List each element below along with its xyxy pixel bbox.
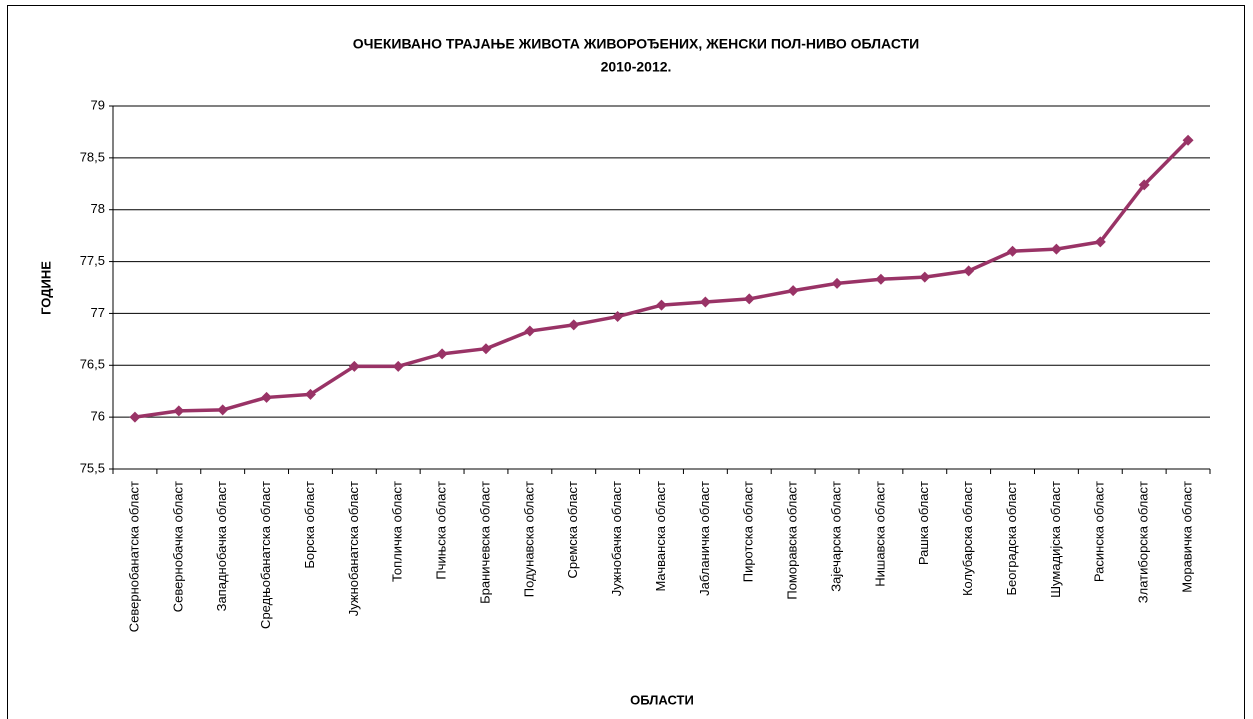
x-tick-label: Сремска област [565,481,580,579]
x-tick-label: Западнобачка област [214,481,229,611]
data-point [1007,245,1019,257]
chart-title: ОЧЕКИВАНО ТРАЈАЊЕ ЖИВОТА ЖИВОРОЂЕНИХ, ЖЕ… [353,36,919,52]
x-axis-title: ОБЛАСТИ [630,692,694,707]
data-point [129,411,141,423]
data-point [348,360,360,372]
x-tick-label: Рашка област [916,481,931,565]
data-point [656,299,667,311]
data-point [568,319,580,331]
data-point [1182,134,1194,146]
data-point [831,277,843,289]
y-tick-label: 77 [91,305,105,320]
data-point [1094,236,1106,248]
data-point [1050,243,1062,255]
data-point [173,405,185,417]
x-tick-label: Колубарска област [960,481,975,596]
data-point [875,273,887,285]
x-tick-label: Пчињска област [434,481,449,580]
y-tick-label: 75,5 [80,460,105,475]
x-tick-label: Севернобанатска област [126,481,141,632]
data-point [699,296,711,308]
x-tick-label: Борска област [302,481,317,569]
x-tick-label: Подунавска област [521,481,536,597]
y-tick-label: 76 [91,409,105,424]
data-point [304,388,316,400]
x-tick-label: Браничевска област [477,481,492,604]
y-tick-label: 78 [91,201,105,216]
chart-border [7,5,1245,719]
y-axis-title: ГОДИНЕ [38,261,53,315]
x-tick-label: Моравичка област [1179,481,1194,593]
x-tick-label: Јужнобачка област [609,481,624,596]
x-tick-label: Поморавска област [785,481,800,600]
x-tick-label: Шумадијска област [1048,481,1063,598]
x-tick-label: Топличка област [390,481,405,582]
chart-subtitle: 2010-2012. [601,59,672,75]
y-tick-label: 77,5 [80,253,105,268]
x-tick-label: Јабланичка област [697,481,712,596]
data-point [436,348,448,360]
x-tick-label: Зајечарска област [828,481,843,592]
x-tick-label: Средњобанатска област [258,481,273,629]
data-point [743,293,755,305]
data-point [261,391,273,403]
x-tick-label: Београдска област [1004,481,1019,596]
x-tick-label: Пиротска област [741,481,756,582]
data-point [480,343,492,355]
x-tick-label: Јужнобанатска област [346,481,361,616]
data-point [612,311,624,323]
y-tick-label: 76,5 [80,357,105,372]
y-tick-label: 78,5 [80,149,105,164]
x-tick-label: Мачванска област [653,481,668,592]
data-point [919,271,931,283]
y-tick-label: 79 [91,97,105,112]
data-point [787,285,799,297]
data-point [217,404,229,416]
x-tick-label: Златиборска област [1136,481,1151,603]
x-tick-label: Севернобачка област [170,481,185,612]
x-tick-label: Нишавска област [872,481,887,587]
data-point [963,265,975,277]
data-point [524,325,536,337]
data-point [1138,179,1150,191]
x-tick-label: Расинска област [1092,481,1107,582]
data-point [392,360,404,372]
